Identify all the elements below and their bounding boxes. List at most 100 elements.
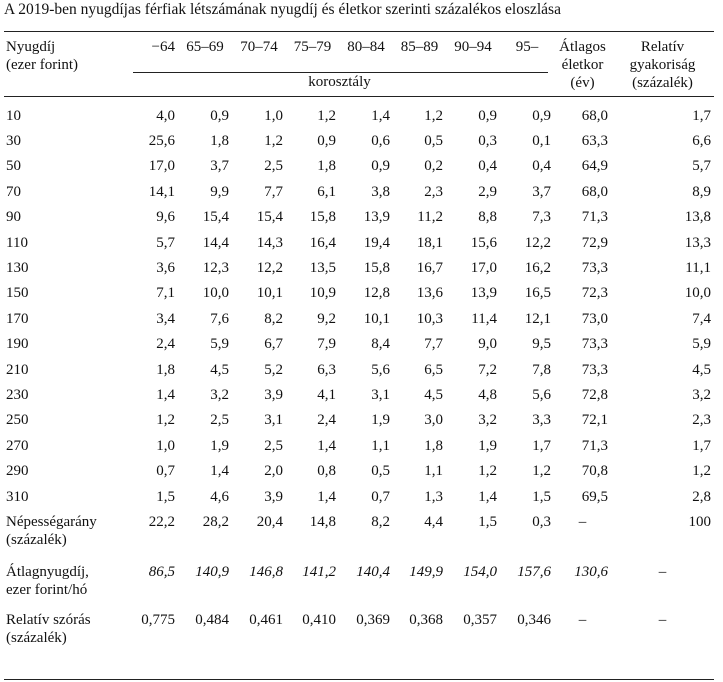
table-row: 90 9,6 15,4 15,4 15,8 13,9 11,2 8,8 7,3 71,3 13,8 — [4, 205, 714, 230]
percent-cell: 17,0 — [148, 158, 175, 175]
percent-cell: 2,3 — [424, 183, 443, 200]
percent-cell: 12,1 — [524, 310, 551, 327]
percent-cell: 25,6 — [148, 133, 175, 150]
rel-freq-header-line1: Relatív — [640, 39, 685, 55]
avg-age-cell: 63,3 — [581, 133, 608, 150]
percent-cell: 12,2 — [524, 234, 551, 251]
summary-value-cell: 0,775 — [141, 612, 175, 629]
rel-freq-cell: 5,7 — [692, 158, 711, 175]
pension-bracket-cell: 30 — [6, 133, 21, 150]
avg-age-cell: 71,3 — [581, 209, 608, 226]
percent-cell: 9,0 — [478, 336, 497, 353]
summary-value-cell: 20,4 — [256, 514, 283, 531]
percent-cell: 3,0 — [424, 412, 443, 429]
percent-cell: 0,9 — [371, 158, 390, 175]
percent-cell: 19,4 — [363, 234, 390, 251]
percent-cell: 6,7 — [264, 336, 283, 353]
summary-value-cell: 140,4 — [356, 564, 390, 581]
pension-header-line2: (ezer forint) — [6, 57, 79, 73]
summary-row-avg-pension: Átlagnyugdíj, ezer forint/hó 86,5 140,9 146,… — [4, 561, 714, 607]
summary-label-line1: Átlagnyugdíj, — [6, 564, 89, 581]
summary-rel-freq-cell: 100 — [688, 514, 712, 531]
percent-cell: 1,4 — [317, 488, 336, 505]
percent-cell: 1,4 — [210, 463, 229, 480]
percent-cell: 3,1 — [371, 386, 390, 403]
table-row: 150 7,1 10,0 10,1 10,9 12,8 13,6 13,9 16,5 72,3 10… — [4, 281, 714, 306]
pension-bracket-cell: 90 — [6, 209, 21, 226]
pension-bracket-cell: 50 — [6, 158, 21, 175]
rel-freq-header-line3: (százalék) — [632, 75, 693, 91]
summary-avg-age-cell: 130,6 — [574, 564, 608, 581]
percent-cell: 2,9 — [478, 183, 497, 200]
summary-value-cell: 28,2 — [202, 514, 229, 531]
summary-value-cell: 0,461 — [249, 612, 283, 629]
percent-cell: 1,2 — [264, 133, 283, 150]
avg-age-cell: 73,3 — [581, 260, 608, 277]
summary-label-line2: (százalék) — [6, 630, 67, 647]
percent-cell: 16,5 — [524, 285, 551, 302]
header-row: Nyugdíj (ezer forint) −64 65–69 70–74 75… — [4, 33, 714, 91]
summary-label-cell: Népességarány (százalék) — [4, 509, 125, 561]
percent-cell: 1,8 — [210, 133, 229, 150]
percent-cell: 3,1 — [264, 412, 283, 429]
summary-row-population: Népességarány (százalék) 22,2 28,2 20,4 14,8 8… — [4, 509, 714, 561]
percent-cell: 3,7 — [210, 158, 229, 175]
avg-age-cell: 72,1 — [581, 412, 608, 429]
percent-cell: 3,2 — [210, 386, 229, 403]
avg-age-header-line2: életkor — [561, 57, 604, 73]
avg-age-cell: 72,3 — [581, 285, 608, 302]
age-group-label: korosztály — [308, 73, 371, 90]
pension-bracket-cell: 70 — [6, 183, 21, 200]
percent-cell: 5,7 — [156, 234, 175, 251]
pension-bracket-cell: 110 — [6, 234, 28, 251]
percent-cell: 0,8 — [317, 463, 336, 480]
pension-bracket-cell: 310 — [6, 488, 29, 505]
percent-cell: 0,5 — [424, 133, 443, 150]
table-row: 230 1,4 3,2 3,9 4,1 3,1 4,5 4,8 5,6 72,8 3,2 — [4, 382, 714, 407]
percent-cell: 7,6 — [210, 310, 229, 327]
percent-cell: 1,8 — [156, 361, 175, 378]
table-title: A 2019-ben nyugdíjas férfiak létszámának… — [4, 1, 561, 18]
percent-cell: 0,4 — [478, 158, 497, 175]
summary-value-cell: 0,369 — [356, 612, 390, 629]
summary-label-line2: ezer forint/hó — [6, 582, 88, 599]
percent-cell: 2,0 — [264, 463, 283, 480]
percent-cell: 4,5 — [210, 361, 229, 378]
table-row: 130 3,6 12,3 12,2 13,5 15,8 16,7 17,0 16,2 73,3 11… — [4, 255, 714, 280]
percent-cell: 9,2 — [317, 310, 336, 327]
percent-cell: 1,4 — [317, 437, 336, 454]
pension-bracket-cell: 150 — [6, 285, 29, 302]
rel-freq-cell: 13,3 — [684, 234, 711, 251]
avg-age-header-line1: Átlagos — [559, 39, 606, 55]
percent-cell: 3,2 — [478, 412, 497, 429]
percent-cell: 15,6 — [470, 234, 497, 251]
summary-value-cell: 4,4 — [424, 514, 443, 531]
percent-cell: 5,6 — [532, 386, 551, 403]
age-group-header: 90–94 — [454, 39, 492, 55]
percent-cell: 6,5 — [424, 361, 443, 378]
percent-cell: 10,1 — [363, 310, 390, 327]
summary-row-rel-std: Relatív szórás (százalék) 0,775 0,484 0,461 0… — [4, 607, 714, 655]
summary-label-line1: Relatív szórás — [6, 612, 91, 629]
percent-cell: 4,8 — [478, 386, 497, 403]
percent-cell: 7,7 — [424, 336, 443, 353]
rel-freq-cell: 6,6 — [692, 133, 711, 150]
pension-bracket-cell: 270 — [6, 437, 29, 454]
percent-cell: 2,5 — [210, 412, 229, 429]
percent-cell: 1,8 — [424, 437, 443, 454]
summary-avg-age-cell: – — [578, 514, 587, 531]
age-group-label-cell: korosztály — [125, 68, 554, 92]
percent-cell: 1,5 — [156, 488, 175, 505]
percent-cell: 3,3 — [532, 412, 551, 429]
pension-bracket-cell: 190 — [6, 336, 29, 353]
avg-age-header-line3: (év) — [570, 75, 595, 91]
header-bottom-rule — [4, 92, 714, 97]
percent-cell: 4,0 — [156, 107, 175, 124]
avg-age-cell: 73,3 — [581, 336, 608, 353]
avg-age-cell: 71,3 — [581, 437, 608, 454]
pension-bracket-cell: 290 — [6, 463, 29, 480]
rel-freq-cell: 1,7 — [692, 437, 711, 454]
rel-freq-cell: 7,4 — [692, 310, 711, 327]
table-row: 10 4,0 0,9 1,0 1,2 1,4 1,2 0,9 0,9 68,0 1,7 — [4, 97, 714, 129]
summary-value-cell: 86,5 — [148, 564, 175, 581]
